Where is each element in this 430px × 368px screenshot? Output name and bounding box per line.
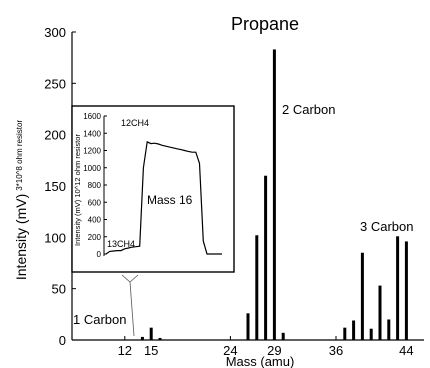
inset-frame [71,105,235,273]
inset-y-tick-label: 800 [88,181,102,190]
bar-mass-41 [378,285,382,340]
y-tick-label: 50 [52,282,66,297]
inset-y-tick-label: 1200 [83,147,101,156]
inset-y-tick-label: 0 [97,250,102,259]
chart-title: Propane [231,14,299,34]
y-tick-label: 300 [44,25,66,40]
x-axis-label: Mass (amu) [226,354,295,368]
y-tick-label: 200 [44,128,66,143]
x-tick-label: 24 [223,343,237,358]
bar-mass-38 [352,320,356,340]
bar-mass-28 [264,175,268,340]
y-tick-label: 100 [44,230,66,245]
inset-annotation-13ch4: 13CH4 [107,239,135,249]
inset-y-tick-label: 600 [88,198,102,207]
inset-connector-tail [129,281,135,337]
inset-connector [121,274,139,283]
inset-y-tick-label: 1600 [83,112,101,121]
y-axis-label: Intensity (mV) 3*10^8 ohm resistor [13,120,29,281]
x-tick-label: 12 [118,343,132,358]
inset-y-axis-label: Intensity (mV) 10^12 ohm resistor [73,134,82,246]
bar-mass-43 [396,236,400,340]
bar-mass-39 [360,252,364,340]
x-tick-label: 36 [329,343,343,358]
bar-mass-26 [246,313,250,340]
bar-mass-15 [149,327,153,340]
inset-y-tick-label: 1400 [83,129,101,138]
annotation-3-carbon: 3 Carbon [360,219,413,234]
inset-axes: 0 200 400 600 800 1000 1200 1400 1600 [83,112,107,259]
bar-mass-14 [140,336,144,340]
bar-mass-44 [404,241,408,340]
bar-mass-42 [387,319,391,340]
inset-y-tick-label: 400 [88,216,102,225]
y-axis-label-sub: 3*10^8 ohm resistor [15,120,24,191]
bar-mass-30 [281,332,285,340]
annotation-1-carbon: 1 Carbon [73,312,126,327]
annotation-2-carbon: 2 Carbon [282,102,335,117]
x-tick-label: 44 [399,343,413,358]
bar-mass-40 [369,328,373,340]
bar-mass-37 [343,327,347,340]
main-bars [140,49,408,340]
inset-title: Mass 16 [147,193,193,207]
y-tick-label: 0 [59,333,66,348]
inset-series-line [105,141,222,255]
y-tick-label: 150 [44,179,66,194]
y-tick-label: 250 [44,76,66,91]
bar-mass-29 [272,49,276,340]
inset-y-tick-label: 1000 [83,164,101,173]
y-axis-label-main: Intensity (mV) [13,194,29,280]
x-tick-label: 15 [144,343,158,358]
inset-annotation-12ch4: 12CH4 [121,118,149,128]
inset-y-tick-label: 200 [88,233,102,242]
bar-mass-16 [158,337,162,340]
x-tick-label: 29 [267,343,281,358]
bar-mass-27 [255,235,259,340]
